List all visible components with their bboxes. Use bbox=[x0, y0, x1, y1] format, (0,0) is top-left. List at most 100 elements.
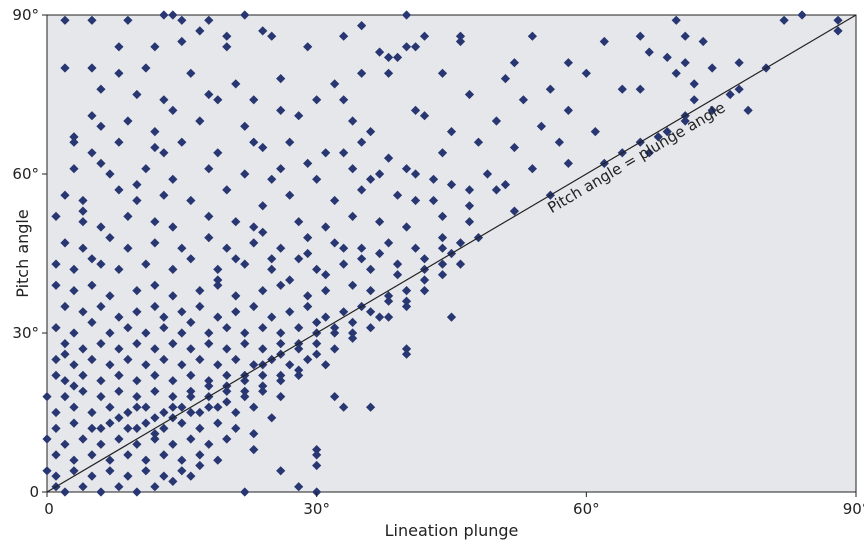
data-point bbox=[276, 328, 286, 338]
data-point bbox=[240, 392, 250, 402]
data-point bbox=[563, 105, 573, 115]
data-point bbox=[123, 211, 133, 221]
data-point bbox=[132, 339, 142, 349]
data-point bbox=[96, 121, 106, 131]
data-point bbox=[446, 180, 457, 190]
y-axis-label: Pitch angle bbox=[13, 209, 32, 297]
data-point bbox=[51, 354, 61, 365]
data-point bbox=[303, 42, 313, 52]
data-point bbox=[150, 280, 160, 290]
data-point bbox=[312, 349, 322, 359]
data-point bbox=[437, 211, 448, 221]
data-point bbox=[294, 482, 304, 492]
data-point bbox=[419, 286, 430, 296]
data-point bbox=[267, 254, 277, 264]
data-point bbox=[150, 434, 160, 444]
data-point bbox=[797, 10, 807, 20]
data-point bbox=[231, 254, 241, 264]
data-point bbox=[105, 169, 115, 179]
data-point bbox=[249, 360, 259, 370]
data-point bbox=[186, 370, 196, 380]
data-point bbox=[114, 386, 124, 396]
data-point bbox=[285, 275, 295, 285]
data-point bbox=[78, 243, 88, 253]
data-point bbox=[482, 169, 493, 179]
data-point bbox=[366, 323, 376, 333]
data-point bbox=[222, 434, 232, 444]
data-point bbox=[177, 328, 187, 338]
data-point bbox=[114, 312, 124, 322]
data-point bbox=[303, 291, 313, 301]
data-point bbox=[150, 238, 160, 248]
data-point bbox=[69, 360, 79, 370]
data-point bbox=[303, 354, 313, 365]
data-point bbox=[348, 280, 358, 290]
data-point bbox=[87, 15, 97, 25]
data-point bbox=[132, 392, 142, 402]
data-point bbox=[294, 217, 304, 227]
data-point bbox=[78, 344, 88, 354]
data-point bbox=[60, 349, 70, 359]
x-tick-label: 0 bbox=[44, 500, 54, 518]
data-point bbox=[330, 238, 340, 248]
data-point bbox=[168, 339, 178, 349]
data-point bbox=[312, 445, 322, 455]
data-point bbox=[258, 286, 268, 296]
data-point bbox=[150, 127, 160, 137]
data-point bbox=[78, 217, 88, 227]
data-point bbox=[195, 116, 205, 126]
data-point bbox=[563, 58, 573, 68]
data-point bbox=[159, 423, 169, 433]
data-point bbox=[312, 339, 322, 349]
data-point bbox=[527, 31, 537, 41]
data-point bbox=[249, 402, 259, 412]
data-point bbox=[87, 471, 97, 481]
data-point bbox=[464, 89, 475, 100]
data-point bbox=[114, 370, 124, 380]
x-tick-label: 90° bbox=[843, 500, 864, 518]
data-point bbox=[401, 344, 412, 354]
data-point bbox=[186, 386, 196, 396]
data-point bbox=[321, 360, 331, 370]
data-point bbox=[473, 137, 484, 147]
data-point bbox=[222, 185, 232, 195]
data-point bbox=[635, 84, 645, 94]
data-point bbox=[267, 264, 277, 274]
data-point bbox=[195, 460, 205, 471]
data-point bbox=[258, 227, 268, 237]
data-point bbox=[357, 68, 367, 78]
data-point bbox=[401, 301, 412, 312]
data-point bbox=[437, 243, 448, 253]
data-point bbox=[168, 10, 178, 20]
data-point bbox=[69, 132, 79, 142]
data-point bbox=[204, 376, 214, 386]
data-point bbox=[123, 407, 133, 418]
data-point bbox=[114, 42, 124, 52]
data-point bbox=[294, 344, 304, 354]
data-point bbox=[204, 328, 214, 338]
data-point bbox=[267, 31, 277, 41]
data-point bbox=[150, 413, 160, 423]
data-point bbox=[321, 270, 331, 280]
data-point bbox=[366, 264, 376, 274]
data-point bbox=[258, 344, 268, 354]
data-point bbox=[51, 423, 61, 433]
data-point bbox=[312, 460, 322, 471]
data-point bbox=[303, 233, 313, 243]
data-point bbox=[204, 402, 214, 412]
data-point bbox=[446, 312, 457, 322]
data-point bbox=[168, 392, 178, 402]
data-point bbox=[87, 63, 97, 73]
data-point bbox=[168, 222, 178, 232]
data-point bbox=[123, 323, 133, 333]
data-point bbox=[105, 291, 115, 301]
data-point bbox=[294, 365, 304, 375]
data-point bbox=[392, 259, 403, 269]
data-point bbox=[123, 354, 133, 365]
data-point bbox=[204, 164, 214, 174]
data-point bbox=[222, 386, 232, 396]
data-point bbox=[150, 301, 160, 312]
data-point bbox=[186, 471, 196, 481]
data-point bbox=[222, 397, 232, 407]
